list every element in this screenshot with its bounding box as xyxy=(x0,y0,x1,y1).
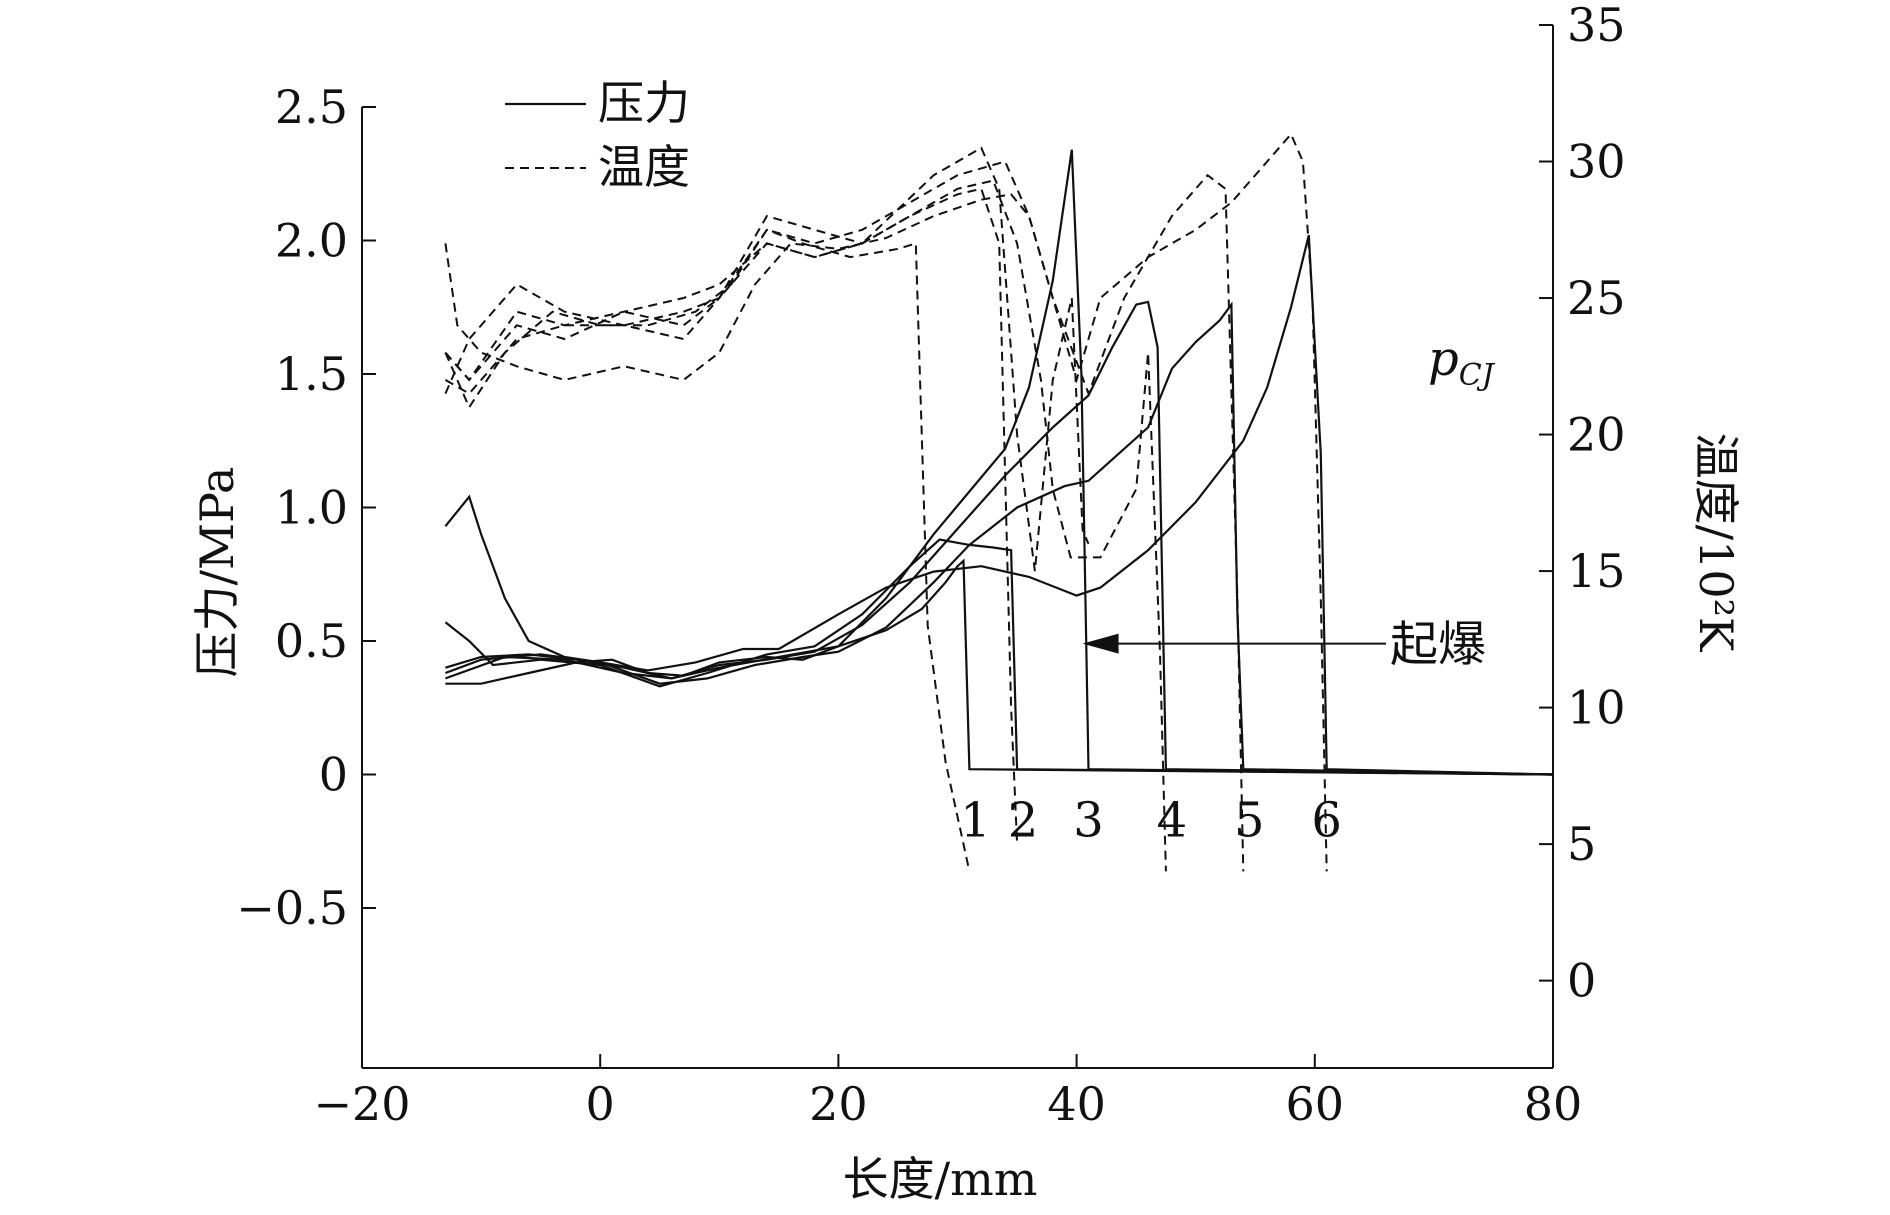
left-y-tick-label: 0 xyxy=(319,748,348,802)
pressure-curve-3 xyxy=(445,149,1554,776)
right-y-tick-label: 25 xyxy=(1567,271,1626,325)
temperature-series-group xyxy=(444,132,1328,872)
x-tick-label: 20 xyxy=(809,1077,868,1131)
right-y-tick-label: 0 xyxy=(1567,954,1596,1008)
x-tick-label: 60 xyxy=(1286,1077,1345,1131)
legend: 压力 温度 xyxy=(505,76,690,194)
left-y-tick-label: 1.0 xyxy=(275,481,348,535)
left-y-tick-label: 2.5 xyxy=(275,80,348,134)
pcj-label: pCJ xyxy=(1428,331,1496,393)
temperature-curve-2 xyxy=(444,187,1019,845)
pressure-series-group xyxy=(444,149,1554,776)
left-y-axis-title: 压力/MPa xyxy=(190,467,244,678)
ignition-arrow-head xyxy=(1082,633,1119,654)
curve-number-label: 4 xyxy=(1157,793,1188,849)
legend-label-temperature: 温度 xyxy=(598,140,690,194)
x-axis-title: 长度/mm xyxy=(843,1152,1038,1206)
curve-number-label: 1 xyxy=(960,793,991,849)
ignition-annotation: 起爆 xyxy=(1082,617,1486,673)
legend-label-pressure: 压力 xyxy=(598,76,690,130)
right-y-tick-label: 30 xyxy=(1567,135,1626,189)
curve-number-label: 2 xyxy=(1008,793,1039,849)
left-y-tick-label: −0.5 xyxy=(236,881,348,935)
x-tick-label: −20 xyxy=(313,1077,410,1131)
right-y-tick-label: 10 xyxy=(1567,681,1626,735)
pressure-curve-4 xyxy=(445,300,1554,776)
x-tick-label: 0 xyxy=(586,1077,615,1131)
right-y-tick-label: 5 xyxy=(1567,817,1596,871)
right-y-tick-label: 35 xyxy=(1567,0,1626,52)
right-y-tick-label: 20 xyxy=(1567,408,1626,462)
left-y-tick-label: 2.0 xyxy=(275,214,348,268)
pressure-curve-2 xyxy=(444,538,1554,776)
temperature-curve-1 xyxy=(444,228,971,872)
curve-number-label: 3 xyxy=(1073,793,1104,849)
curve-number-label: 6 xyxy=(1311,793,1342,849)
axes: −20 0 20 40 60 80−0.500.51.01.52.02.505101520… xyxy=(236,0,1625,1131)
left-y-tick-label: 0.5 xyxy=(275,614,348,668)
pressure-curve-1 xyxy=(445,558,1554,776)
left-y-tick-label: 1.5 xyxy=(275,347,348,401)
x-tick-label: 80 xyxy=(1524,1077,1583,1131)
pcj-subscript: CJ xyxy=(1459,358,1496,393)
right-y-axis-title: 温度/10²K xyxy=(1689,433,1743,653)
right-y-tick-label: 15 xyxy=(1567,544,1626,598)
pcj-p: p xyxy=(1428,331,1459,387)
temperature-curve-3 xyxy=(444,146,1090,572)
curve-number-label: 5 xyxy=(1234,793,1265,849)
pressure-curve-6 xyxy=(444,234,1554,776)
pressure-curve-5 xyxy=(445,301,1554,776)
temperature-curve-4 xyxy=(444,179,1167,872)
x-tick-label: 40 xyxy=(1047,1077,1106,1131)
ignition-label: 起爆 xyxy=(1390,617,1486,673)
temperature-curve-5 xyxy=(444,173,1245,872)
